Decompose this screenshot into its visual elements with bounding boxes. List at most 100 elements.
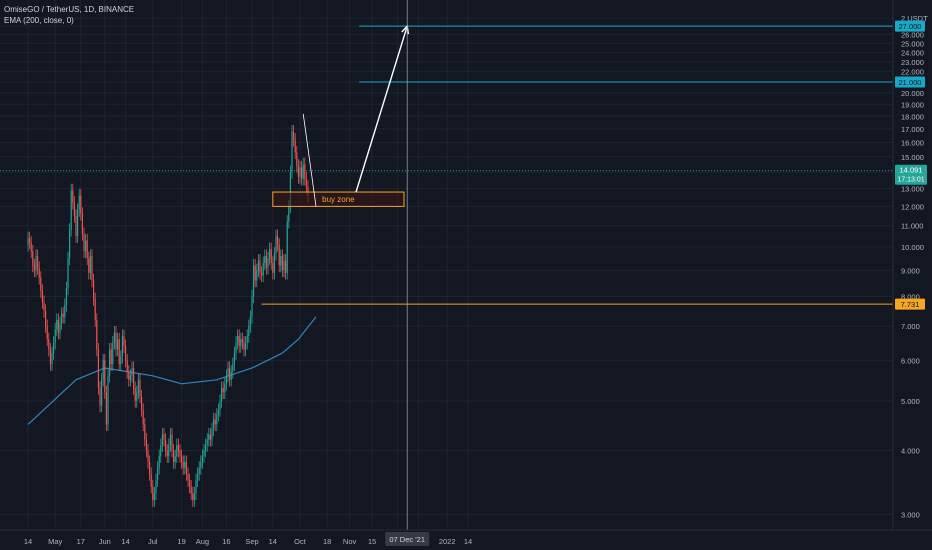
candle-body <box>246 335 248 343</box>
candle <box>221 381 223 408</box>
trend-line <box>302 113 317 207</box>
candle-body <box>155 480 157 494</box>
current-price-bg <box>895 164 927 185</box>
candle-body <box>233 353 235 365</box>
candle <box>150 467 152 494</box>
target-21-badge: 21.000 <box>895 76 925 88</box>
candle <box>83 227 85 259</box>
candle-body <box>241 339 243 343</box>
target-21-badge-text: 21.000 <box>899 78 922 87</box>
candle-body <box>149 461 151 474</box>
y-tick-label: 13.000 <box>901 185 924 194</box>
candle <box>110 343 112 371</box>
candle <box>86 233 88 266</box>
candle <box>261 266 263 283</box>
candle-body <box>211 429 213 440</box>
candle <box>46 319 48 347</box>
candle <box>211 422 213 447</box>
candle-body <box>142 410 144 425</box>
candle-body <box>101 379 103 406</box>
candle <box>117 332 119 357</box>
candle-body <box>248 326 250 336</box>
candle-body <box>206 439 208 446</box>
candle <box>280 249 282 273</box>
candle-body <box>89 255 91 273</box>
candle-body <box>99 387 101 406</box>
axis-labels-overlay: 27.000 21.000 7.731 14.091 17:13:01 07 Dec '2… <box>385 20 927 546</box>
candle-body <box>187 473 189 481</box>
candle-body <box>129 375 131 380</box>
candle-body <box>96 319 98 350</box>
grid <box>0 0 893 530</box>
y-tick-label: 10.000 <box>901 243 924 252</box>
candle-body <box>137 379 139 393</box>
candle <box>184 455 186 475</box>
indicator-title[interactable]: EMA (200, close, 0) <box>4 16 74 25</box>
candle <box>43 295 45 318</box>
candle-body <box>200 461 202 468</box>
candle-body <box>238 335 240 347</box>
candle-body <box>144 424 146 440</box>
y-tick-label: 7.000 <box>901 322 920 331</box>
candle-body <box>131 367 133 376</box>
candle-body <box>262 263 264 276</box>
candle-body <box>102 360 104 380</box>
candle <box>293 125 295 147</box>
candle-body <box>193 493 195 501</box>
y-tick-label: 24.000 <box>901 48 924 57</box>
chart-legend: OmiseGO / TetherUS, 1D, BINANCE EMA (200… <box>4 4 134 26</box>
candle <box>195 473 197 501</box>
candle-body <box>33 265 35 271</box>
symbol-title[interactable]: OmiseGO / TetherUS, 1D, BINANCE <box>4 5 135 14</box>
candle-body <box>278 244 280 266</box>
x-tick-label: Aug <box>196 537 209 546</box>
target-27-badge-text: 27.000 <box>899 22 922 31</box>
x-tick-label: 14 <box>269 537 277 546</box>
y-tick-label: 15.000 <box>901 153 924 162</box>
candle <box>203 443 205 463</box>
candle <box>171 427 173 458</box>
candle <box>121 329 123 364</box>
candle <box>173 443 175 469</box>
candle <box>45 304 47 333</box>
candle <box>238 329 240 353</box>
candle <box>254 258 256 288</box>
candle-body <box>307 186 309 196</box>
candle <box>190 480 192 501</box>
candle <box>163 427 165 447</box>
y-tick-label: 5.000 <box>901 397 920 406</box>
candle-body <box>75 215 77 237</box>
candle <box>75 209 77 243</box>
y-tick-label: 3.000 <box>901 510 920 519</box>
annotations: buy zone <box>0 0 893 530</box>
x-tick-label: 14 <box>24 537 32 546</box>
candle <box>64 298 66 324</box>
candle <box>198 461 200 481</box>
x-tick-label: 16 <box>222 537 230 546</box>
candle <box>133 361 135 395</box>
candle-body <box>128 371 130 380</box>
candle <box>115 326 117 357</box>
buy-zone-box[interactable] <box>272 191 405 207</box>
candle <box>253 258 255 304</box>
projection-arrow[interactable] <box>355 25 408 193</box>
current-price-text: 14.091 <box>900 166 923 175</box>
candle-body <box>181 456 183 462</box>
candle-body <box>150 473 152 487</box>
candle-body <box>288 206 290 222</box>
candle-body <box>62 313 64 317</box>
candle-body <box>177 445 179 451</box>
candle <box>59 316 61 340</box>
candle <box>78 188 80 217</box>
candle-body <box>37 255 39 268</box>
candle <box>51 346 53 371</box>
candle <box>283 254 285 278</box>
candle-body <box>259 260 261 273</box>
candle <box>33 258 35 278</box>
candle-body <box>43 302 45 311</box>
candle <box>118 332 120 371</box>
candle <box>101 373 103 413</box>
candle <box>93 273 95 307</box>
y-tick-label: 8.000 <box>901 292 920 301</box>
